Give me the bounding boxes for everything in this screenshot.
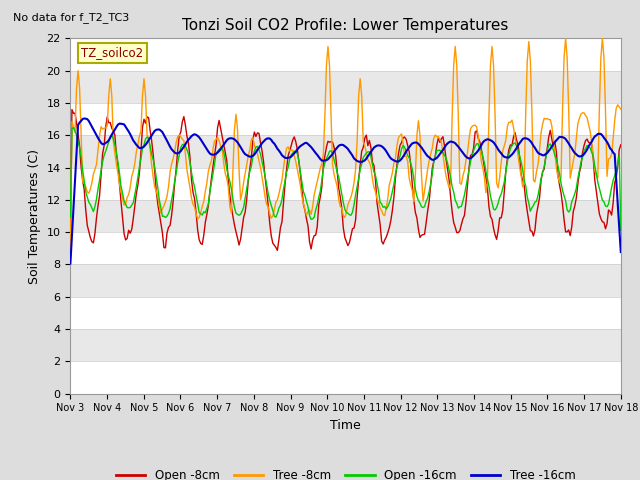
Y-axis label: Soil Temperatures (C): Soil Temperatures (C) [28, 148, 41, 284]
Bar [70, 264, 621, 297]
Bar [70, 135, 621, 168]
Bar [70, 200, 621, 232]
Text: TZ_soilco2: TZ_soilco2 [81, 46, 143, 59]
Legend: Open -8cm, Tree -8cm, Open -16cm, Tree -16cm: Open -8cm, Tree -8cm, Open -16cm, Tree -… [111, 465, 580, 480]
Bar [70, 232, 621, 264]
Bar [70, 103, 621, 135]
Bar [70, 329, 621, 361]
Bar [70, 168, 621, 200]
Bar [70, 38, 621, 71]
Bar [70, 297, 621, 329]
Bar [70, 71, 621, 103]
Title: Tonzi Soil CO2 Profile: Lower Temperatures: Tonzi Soil CO2 Profile: Lower Temperatur… [182, 18, 509, 33]
Text: No data for f_T2_TC3: No data for f_T2_TC3 [13, 12, 129, 23]
Bar [70, 361, 621, 394]
X-axis label: Time: Time [330, 419, 361, 432]
